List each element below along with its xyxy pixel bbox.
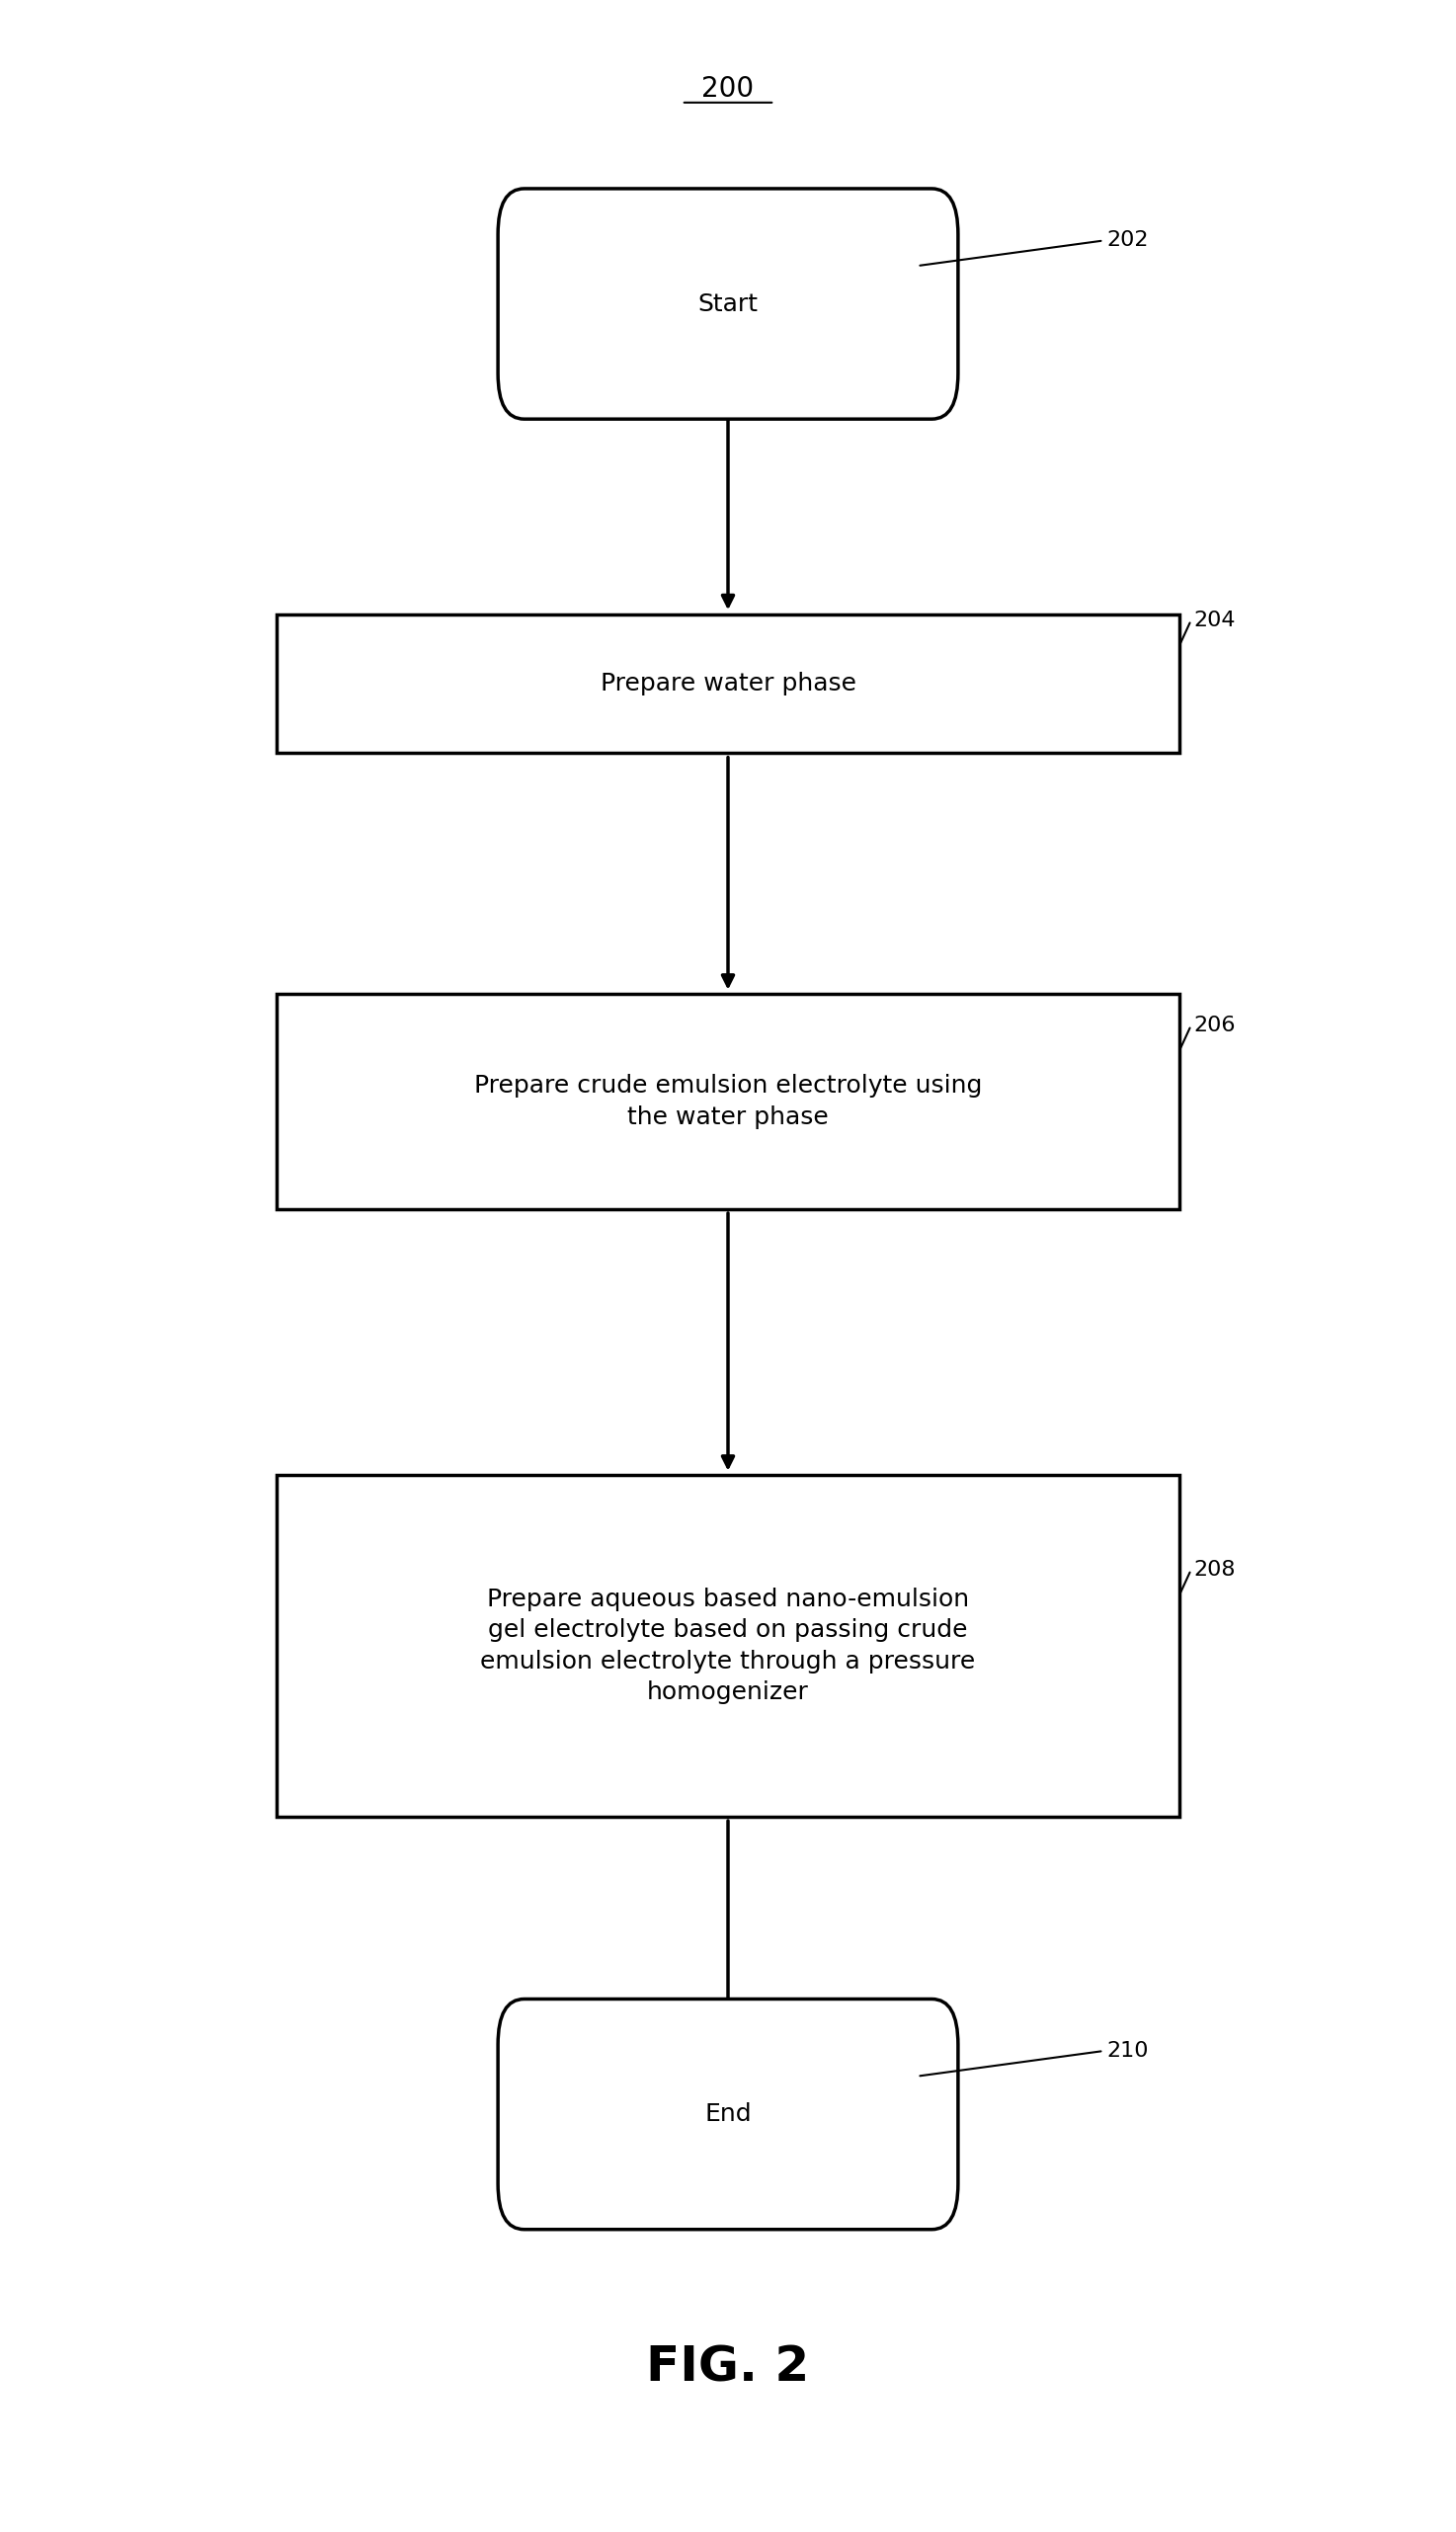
Text: Prepare aqueous based nano-emulsion
gel electrolyte based on passing crude
emuls: Prepare aqueous based nano-emulsion gel … xyxy=(480,1588,976,1704)
Text: Prepare crude emulsion electrolyte using
the water phase: Prepare crude emulsion electrolyte using… xyxy=(475,1074,981,1129)
Text: Start: Start xyxy=(697,291,759,316)
Text: Prepare water phase: Prepare water phase xyxy=(600,671,856,696)
Text: 206: 206 xyxy=(1194,1015,1236,1036)
Text: 204: 204 xyxy=(1194,610,1236,630)
Text: 202: 202 xyxy=(1107,230,1149,251)
Text: End: End xyxy=(705,2102,751,2127)
Text: 200: 200 xyxy=(702,76,754,101)
FancyBboxPatch shape xyxy=(498,187,958,418)
Text: 208: 208 xyxy=(1194,1560,1236,1580)
FancyBboxPatch shape xyxy=(498,2000,958,2228)
Text: 210: 210 xyxy=(1107,2041,1149,2061)
FancyBboxPatch shape xyxy=(277,613,1179,755)
FancyBboxPatch shape xyxy=(277,1474,1179,1818)
Text: FIG. 2: FIG. 2 xyxy=(646,2345,810,2390)
FancyBboxPatch shape xyxy=(277,995,1179,1210)
